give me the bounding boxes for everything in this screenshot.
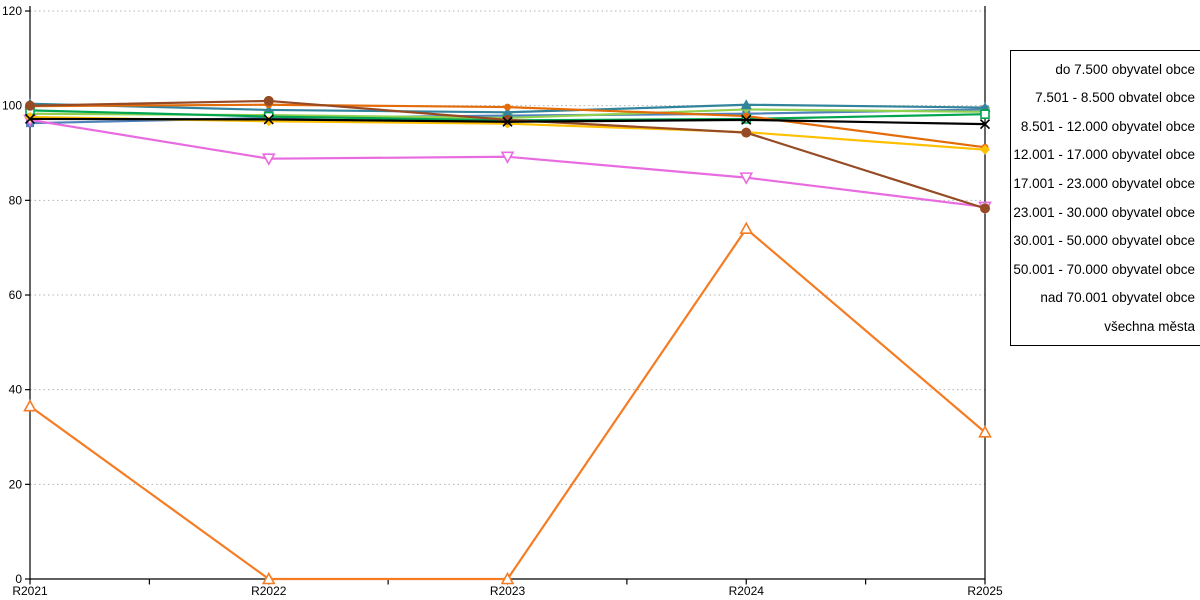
- series-marker: [261, 153, 276, 166]
- x-tick-label-R2022: R2022: [251, 584, 287, 598]
- series-marker: [25, 100, 35, 111]
- legend-item-8: 50.001 - 70.000 obyvatel obce: [1013, 261, 1195, 277]
- series-marker: [500, 571, 515, 585]
- legend-item-1: do 7.500 obyvatel obce: [1055, 61, 1195, 77]
- legend-item-6: 23.001 - 30.000 obyvatel obce: [1013, 204, 1195, 220]
- y-tick-label-60: 60: [9, 288, 23, 302]
- legend-item-9: nad 70.001 obyvatel obce: [1040, 290, 1195, 306]
- series-marker: [500, 151, 515, 164]
- y-tick-label-100: 100: [2, 99, 22, 113]
- y-tick-label-40: 40: [9, 383, 23, 397]
- series-marker: [980, 144, 990, 155]
- chart-legend: do 7.500 obyvatel obce 7.501 - 8.500 obva…: [1010, 50, 1200, 346]
- y-tick-label-20: 20: [9, 477, 23, 491]
- series-marker: [263, 114, 274, 125]
- x-tick-label-R2023: R2023: [490, 584, 526, 598]
- y-tick-label-120: 120: [2, 4, 22, 18]
- y-tick-label-80: 80: [9, 193, 23, 207]
- series-marker: [741, 114, 752, 125]
- series-marker: [740, 99, 752, 110]
- series-marker: [979, 119, 991, 130]
- series-marker: [23, 399, 37, 412]
- series-marker: [980, 109, 990, 119]
- legend-item-7: 30.001 - 50.000 obyvatel obce: [1013, 233, 1195, 249]
- series-marker: [261, 571, 276, 585]
- series-marker: [739, 221, 754, 235]
- series-line-2: [29, 227, 986, 581]
- series-marker: [741, 127, 752, 138]
- series-marker: [24, 113, 36, 124]
- legend-item-10: všechna města: [1104, 318, 1195, 334]
- legend-item-3: 8.501 - 12.000 obyvatel obce: [1020, 118, 1195, 134]
- series-marker: [502, 116, 513, 127]
- y-tick-label-0: 0: [15, 572, 22, 586]
- legend-item-4: 12.001 - 17.000 obyvatel obce: [1013, 147, 1195, 163]
- x-tick-label-R2025: R2025: [967, 584, 1003, 598]
- x-tick-label-R2024: R2024: [729, 584, 765, 598]
- series-marker: [739, 172, 754, 185]
- series-marker: [502, 106, 513, 117]
- series-marker: [978, 425, 992, 438]
- legend-item-5: 17.001 - 23.000 obyvatel obce: [1013, 175, 1195, 191]
- x-tick-label-R2021: R2021: [12, 584, 48, 598]
- line-chart-plot-area: 0 20 40 60 80 100 120 R2021 R2022 R2023 R2024 R2025: [2, 4, 1003, 598]
- legend-item-2: 7.501 - 8.500 obvatel obce: [1035, 90, 1195, 106]
- series-marker: [504, 103, 511, 111]
- series-marker: [263, 95, 274, 106]
- series-marker: [502, 114, 513, 125]
- series-marker: [980, 203, 990, 214]
